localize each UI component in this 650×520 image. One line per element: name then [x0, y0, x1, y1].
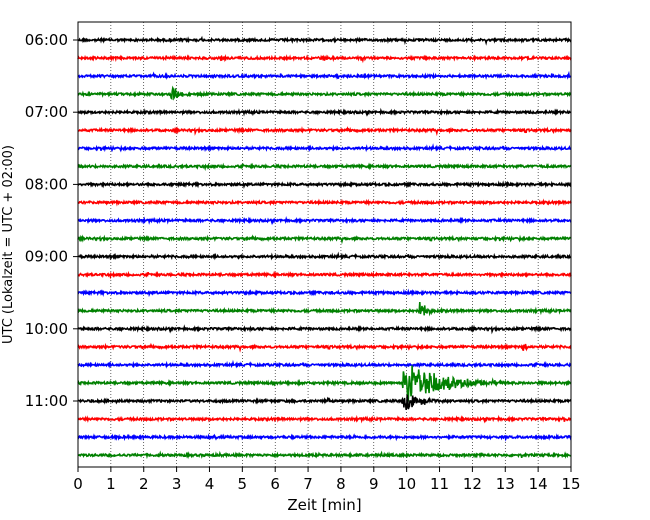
- trace-row-0630: [77, 70, 572, 81]
- trace-layer: [77, 35, 572, 460]
- trace-row-0745: [77, 162, 572, 172]
- tick-layer: 0 1 2 3 4 5 6 7 8 9 10 11 12 13 14 1506:0007:0008:0009:…: [25, 31, 581, 493]
- x-tick-label: 1: [106, 475, 116, 493]
- trace-row-0815: [77, 198, 572, 207]
- y-tick-label: 07:00: [25, 103, 68, 121]
- x-tick-label: 14: [529, 475, 548, 493]
- trace-row-0900: [78, 251, 571, 261]
- trace-row-1115: [77, 414, 572, 424]
- grid-layer: [110, 22, 539, 467]
- trace-row-0715: [77, 126, 572, 137]
- x-tick-label: 12: [463, 475, 482, 493]
- trace-row-0800: [77, 180, 572, 189]
- x-tick-label: 4: [205, 475, 215, 493]
- y-tick-label: 06:00: [25, 31, 68, 49]
- trace-row-1130: [77, 433, 572, 442]
- x-tick-label: 2: [139, 475, 149, 493]
- x-tick-label: 3: [172, 475, 182, 493]
- y-axis-title: UTC (Lokalzeit = UTC + 02:00): [1, 145, 16, 344]
- x-tick-label: 15: [561, 475, 580, 493]
- x-tick-label: 13: [496, 475, 515, 493]
- y-tick-label: 09:00: [25, 248, 68, 266]
- x-tick-label: 11: [430, 475, 449, 493]
- x-tick-label: 5: [238, 475, 248, 493]
- trace-row-0730: [77, 143, 572, 153]
- x-axis-title: Zeit [min]: [287, 496, 361, 514]
- trace-row-1145: [77, 450, 572, 460]
- y-tick-label: 10:00: [25, 320, 68, 338]
- trace-row-0700: [77, 107, 572, 117]
- trace-row-0845: [77, 234, 572, 245]
- trace-row-0645: [77, 85, 572, 101]
- trace-row-0600: [78, 35, 572, 46]
- trace-row-1015: [77, 342, 572, 353]
- x-tick-label: 0: [73, 475, 83, 493]
- x-tick-label: 10: [397, 475, 416, 493]
- trace-row-0945: [77, 301, 572, 317]
- trace-row-0830: [77, 215, 572, 226]
- trace-row-0615: [77, 54, 572, 64]
- x-tick-label: 9: [369, 475, 379, 493]
- plot-frame: [77, 21, 572, 468]
- trace-row-1100: [77, 394, 572, 410]
- y-tick-label: 11:00: [25, 392, 68, 410]
- x-tick-label: 8: [336, 475, 346, 493]
- x-tick-label: 7: [303, 475, 313, 493]
- trace-row-1030: [77, 359, 572, 369]
- trace-row-0930: [77, 288, 572, 298]
- y-tick-label: 08:00: [25, 175, 68, 193]
- trace-row-1045: [77, 365, 572, 403]
- x-tick-label: 6: [270, 475, 280, 493]
- trace-row-1000: [77, 324, 572, 335]
- trace-row-0915: [77, 270, 572, 280]
